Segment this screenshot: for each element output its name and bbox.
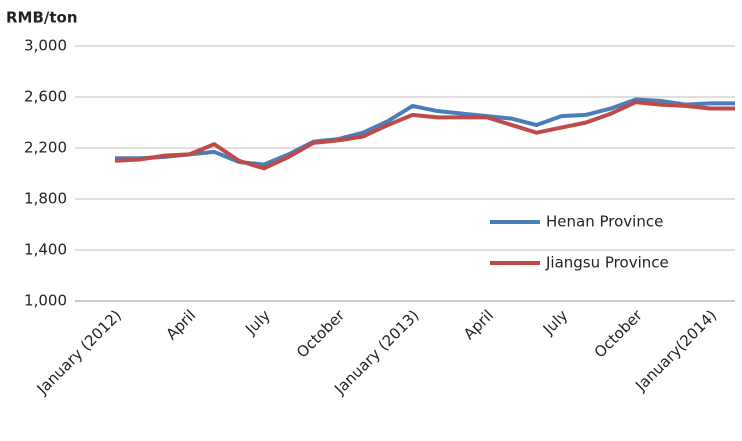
y-tick-label: 1,400 xyxy=(24,241,67,259)
x-tick-label: October xyxy=(591,306,647,362)
y-tick-label: 1,000 xyxy=(24,292,67,310)
y-axis-label: RMB/ton xyxy=(6,9,78,27)
y-tick-label: 1,800 xyxy=(24,190,67,208)
series-line xyxy=(114,100,735,171)
legend-label: Henan Province xyxy=(546,213,663,231)
y-tick-label: 3,000 xyxy=(24,37,67,55)
y-tick-label: 2,600 xyxy=(24,88,67,106)
x-tick-label: April xyxy=(162,306,199,343)
series-line xyxy=(115,97,735,167)
y-tick-label: 2,200 xyxy=(24,139,67,157)
x-tick-label: July xyxy=(539,306,572,339)
x-tick-label: July xyxy=(241,306,274,339)
x-tick-label: January (2012) xyxy=(33,306,125,398)
x-tick-label: April xyxy=(460,306,497,343)
legend-label: Jiangsu Province xyxy=(545,254,669,272)
x-tick-label: October xyxy=(293,306,349,362)
